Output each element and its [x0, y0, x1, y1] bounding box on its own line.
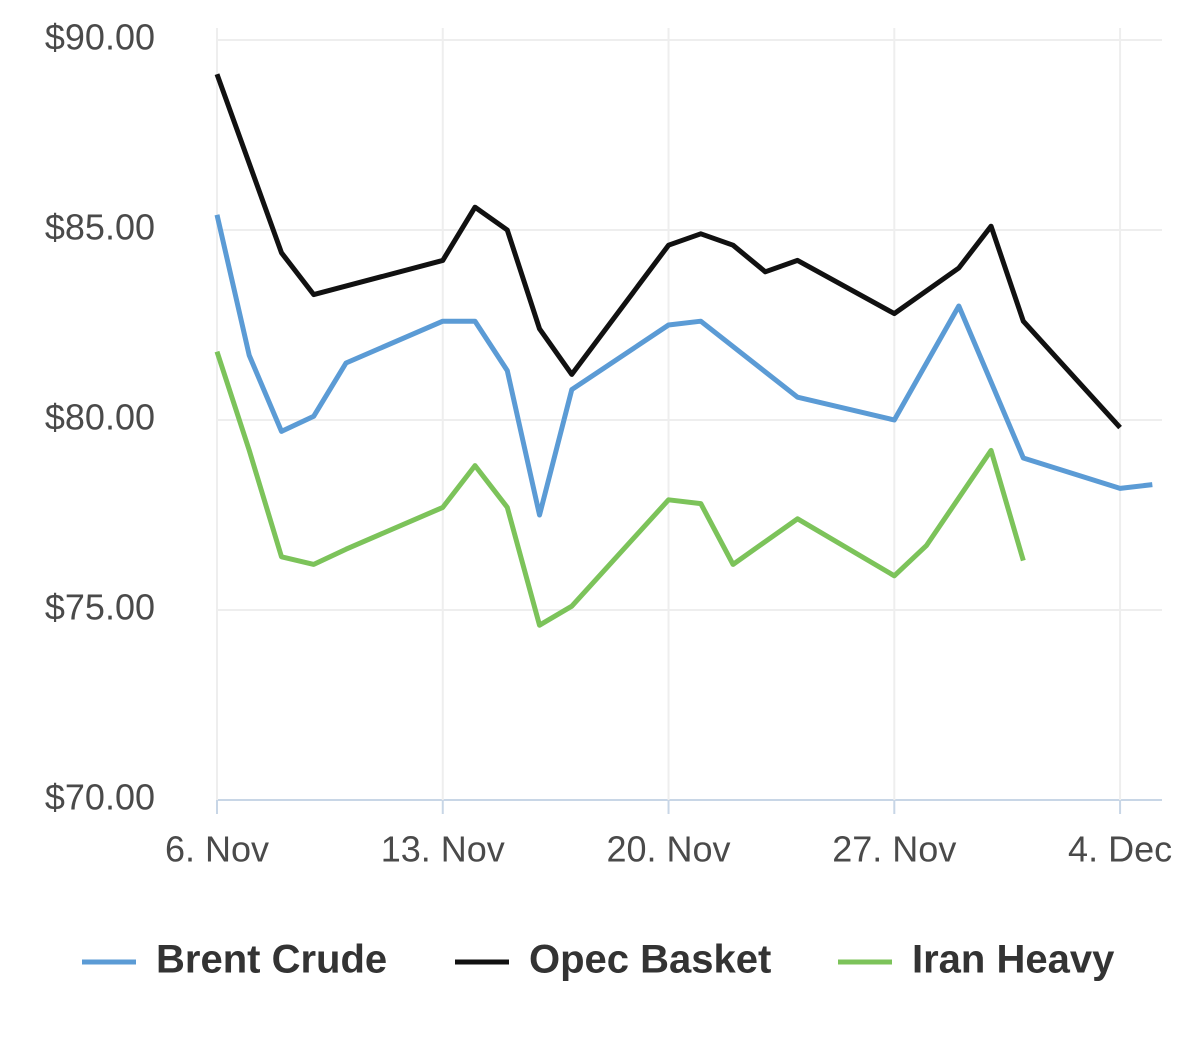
y-tick-label: $75.00 — [45, 587, 155, 628]
x-tick-label: 6. Nov — [165, 829, 269, 870]
legend-label: Opec Basket — [529, 938, 771, 982]
legend-label: Brent Crude — [156, 938, 387, 982]
legend-label: Iran Heavy — [912, 938, 1115, 982]
x-tick-label: 13. Nov — [381, 829, 505, 870]
series-line — [214, 350, 1026, 628]
x-tick-label: 20. Nov — [606, 829, 730, 870]
x-tick-label: 27. Nov — [832, 829, 956, 870]
x-tick-label: 4. Dec — [1068, 829, 1172, 870]
series-line — [214, 214, 1153, 518]
y-tick-label: $70.00 — [45, 777, 155, 818]
y-tick-label: $90.00 — [45, 17, 155, 58]
series-line — [214, 73, 1122, 430]
y-tick-label: $85.00 — [45, 207, 155, 248]
y-tick-label: $80.00 — [45, 397, 155, 438]
